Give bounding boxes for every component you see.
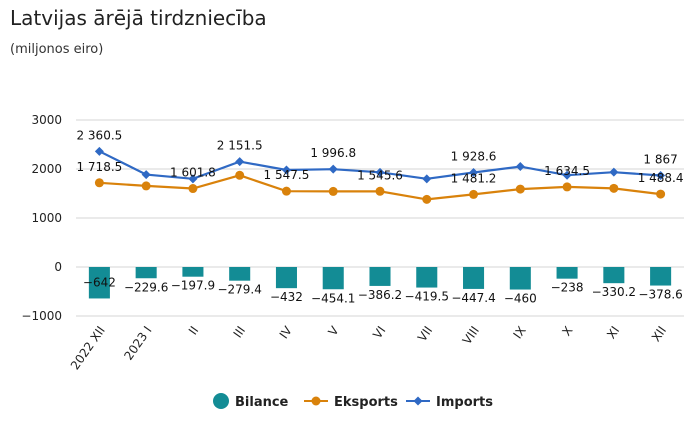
eksports-point: [281, 186, 291, 196]
bilance-value-label: −197.9: [171, 279, 215, 293]
bilance-bar: [88, 267, 110, 299]
imports-value-label: 1 928.6: [451, 149, 497, 163]
y-tick-label: −1000: [21, 309, 62, 323]
eksports-point: [375, 186, 385, 196]
bilance-value-label: −447.4: [451, 291, 495, 305]
x-tick-label: 2023 I: [121, 324, 154, 363]
imports-point: [328, 164, 338, 174]
eksports-value-label: 1 488.4: [638, 171, 684, 185]
bilance-bar: [275, 267, 297, 289]
legend-bilance-marker: [213, 393, 229, 409]
imports-point: [515, 162, 525, 172]
legend-eksports-marker: [311, 396, 321, 406]
imports-value-label: 1 996.8: [310, 146, 356, 160]
eksports-point: [188, 184, 198, 194]
imports-point: [609, 167, 619, 177]
eksports-point: [562, 182, 572, 192]
bilance-bar: [556, 267, 578, 279]
series-points: [94, 146, 666, 204]
y-tick-label: 2000: [31, 162, 62, 176]
bilance-bar: [229, 267, 251, 281]
eksports-value-label: 1 718.5: [76, 160, 122, 174]
data-labels: −642 −229.6 −197.9 −279.4−432 −454.1 −386.2 −4…: [76, 128, 683, 305]
bilance-bar: [135, 267, 157, 279]
bilance-bar: [509, 267, 531, 290]
bilance-bar: [182, 267, 204, 277]
imports-point: [281, 165, 291, 175]
eksports-point: [235, 170, 245, 180]
eksports-value-label: 1 481.2: [451, 171, 497, 185]
eksports-value-label: 1 545.6: [357, 168, 403, 182]
bilance-value-label: −419.5: [405, 290, 449, 304]
bilance-value-label: −460: [504, 292, 537, 306]
imports-point: [235, 157, 245, 167]
chart-subtitle: (miljonos eiro): [10, 42, 104, 57]
bilance-bar: [369, 267, 391, 286]
x-tick-label: V: [326, 323, 343, 338]
imports-point: [562, 170, 572, 180]
legend-eksports-label: Eksports: [334, 395, 398, 410]
legend-imports-marker: [413, 396, 423, 406]
imports-point: [94, 146, 104, 156]
bilance-bar: [650, 267, 672, 286]
imports-value-label: 1 867: [643, 153, 677, 167]
legend-imports-label: Imports: [436, 395, 493, 410]
imports-point: [188, 174, 198, 184]
eksports-point: [94, 178, 104, 188]
x-tick-label: IV: [277, 323, 296, 341]
x-tick-label: VIII: [460, 324, 482, 347]
bilance-value-label: −279.4: [217, 283, 261, 297]
x-tick-label: II: [186, 324, 202, 338]
eksports-point: [656, 189, 666, 199]
x-tick-label: III: [231, 324, 249, 341]
x-tick-label: VI: [370, 324, 388, 342]
eksports-point: [141, 181, 151, 191]
x-tick-label: IX: [511, 324, 529, 342]
eksports-point: [469, 189, 479, 199]
bilance-bars: [88, 267, 672, 299]
bilance-value-label: −386.2: [358, 288, 402, 302]
legend[interactable]: Bilance Eksports Imports: [213, 393, 493, 410]
bilance-value-label: −238: [551, 281, 584, 295]
chart-title: Latvijas ārējā tirdzniecība: [10, 6, 267, 30]
imports-value-label: 2 151.5: [217, 139, 263, 153]
y-tick-label: 1000: [31, 211, 62, 225]
eksports-point: [515, 184, 525, 194]
bilance-value-label: −229.6: [124, 280, 168, 294]
bilance-bar: [322, 267, 344, 290]
legend-bilance-label: Bilance: [235, 395, 289, 410]
eksports-point: [328, 186, 338, 196]
imports-point: [141, 170, 151, 180]
eksports-point: [609, 183, 619, 193]
x-tick-label: X: [559, 324, 575, 339]
x-tick-label: 2022 XII: [68, 324, 108, 373]
x-tick-label: XI: [604, 324, 622, 342]
y-tick-label: 3000: [31, 113, 62, 127]
eksports-value-label: 1 601.8: [170, 166, 216, 180]
eksports-point: [422, 194, 432, 204]
bilance-value-label: −378.6: [638, 288, 682, 302]
bilance-bar: [463, 267, 485, 289]
x-tick-label: XII: [649, 324, 669, 345]
imports-point: [375, 167, 385, 177]
eksports-value-label: 1 634.5: [544, 164, 590, 178]
bilance-value-label: −642: [83, 275, 116, 289]
bilance-value-label: −330.2: [592, 285, 636, 299]
bilance-bar: [416, 267, 438, 288]
bilance-value-label: −454.1: [311, 291, 355, 305]
x-tick-label: VII: [415, 324, 435, 345]
bilance-bar: [603, 267, 625, 284]
imports-point: [422, 174, 432, 184]
imports-point: [469, 167, 479, 177]
imports-point: [656, 171, 666, 181]
eksports-value-label: 1 547.5: [264, 168, 310, 182]
bilance-value-label: −432: [270, 290, 303, 304]
imports-value-label: 2 360.5: [76, 128, 122, 142]
y-tick-label: 0: [54, 260, 62, 274]
